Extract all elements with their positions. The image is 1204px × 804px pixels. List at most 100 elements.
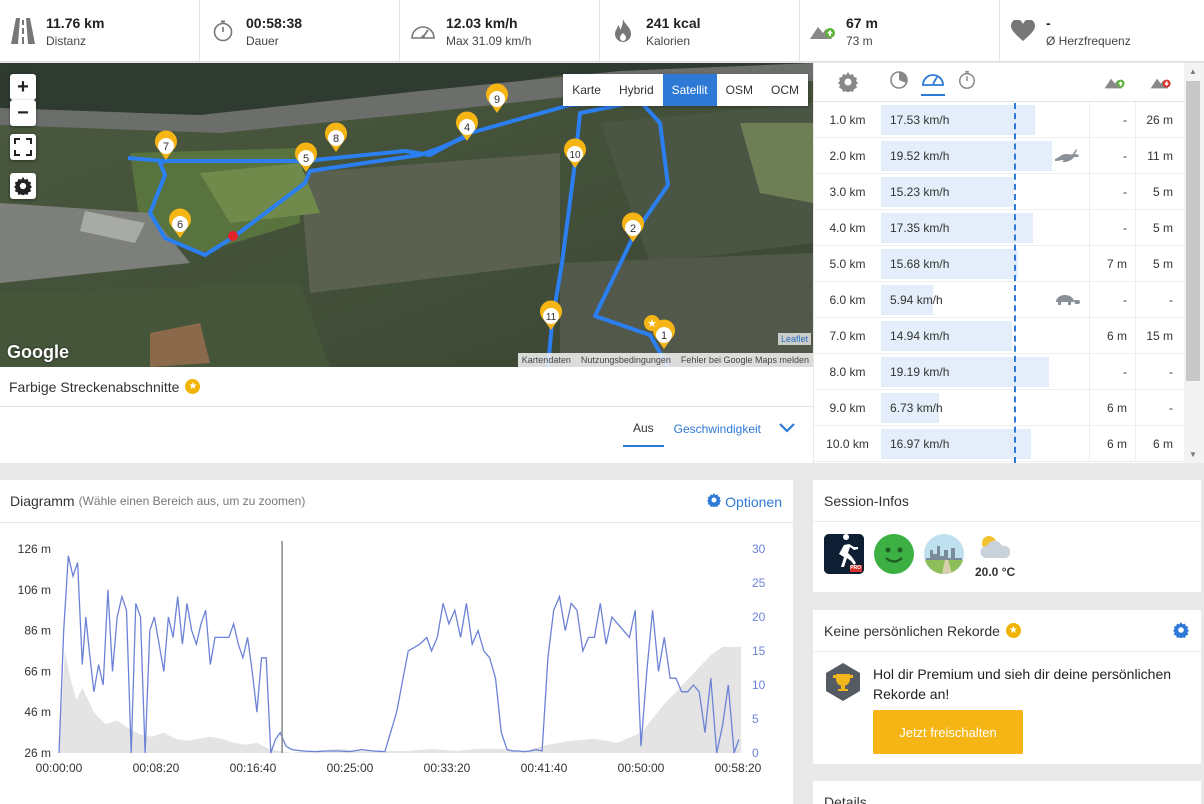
x-tick-label: 00:50:00 [618,761,665,775]
split-speed: 5.94 km/h [890,292,943,307]
colored-segments-panel: Farbige Streckenabschnitte ★ Aus Geschwi… [0,367,813,463]
split-speed-cell: 6.73 km/h [881,390,1089,426]
split-km: 2.0 km [829,148,866,163]
diagram-options-button[interactable]: Optionen [707,493,782,510]
split-speed-bar [881,104,1035,135]
options-label: Optionen [725,494,782,510]
split-ascent: 6 m [1089,389,1135,426]
split-ascent: 6 m [1089,425,1135,462]
records-settings-gear-icon[interactable] [1173,622,1189,643]
split-row: 8.0 km 19.19 km/h - - [814,353,1184,390]
split-row: 6.0 km 5.94 km/h - - [814,281,1184,318]
split-row: 2.0 km 19.52 km/h -11 m [814,137,1184,174]
attrib-kartendaten[interactable]: Kartendaten [521,355,571,365]
split-speed-bar [881,428,1031,459]
split-speed: 19.19 km/h [890,364,950,379]
split-km: 6.0 km [829,292,866,307]
split-descent: 11 m [1135,137,1183,174]
speed-line-series [58,555,740,754]
splits-settings-gear-icon[interactable] [814,72,881,92]
segments-title-text: Farbige Streckenabschnitte [9,378,180,395]
road-icon [8,16,38,46]
split-speed-bar [881,140,1052,171]
hare-fastest-icon [1053,147,1081,166]
zoom-in-button[interactable]: + [10,74,36,100]
map-attribution: Kartendaten Nutzungsbedingungen Fehler b… [517,353,813,367]
map-tab-hybrid[interactable]: Hybrid [618,83,654,97]
scroll-up-icon[interactable]: ▲ [1189,67,1197,76]
svg-text:11: 11 [546,312,557,323]
route-map[interactable]: 1 2 4 5 6 7 8 9 10 11 ★ + − Karte Hybrid… [0,63,813,367]
personal-records-card: Keine persönlichen Rekorde ★ Hol dir Pre… [813,610,1201,764]
attrib-fehler-melden[interactable]: Fehler bei Google Maps melden [680,355,809,365]
map-tab-karte[interactable]: Karte [572,83,601,97]
split-descent: - [1135,353,1183,390]
ascent-column-icon[interactable] [1089,74,1135,90]
svg-text:9: 9 [494,94,500,106]
options-gear-icon [707,493,725,510]
scrollbar-thumb[interactable] [1186,81,1200,381]
stat-calories: 241 kcal Kalorien [600,0,800,62]
runtastic-pro-app-icon: PRO [824,534,864,574]
duration-label: Dauer [246,33,279,48]
split-ascent: - [1089,209,1135,246]
map-settings-gear-icon[interactable] [10,173,36,199]
leaflet-link[interactable]: Leaflet [777,333,811,345]
split-km: 8.0 km [829,364,866,379]
scroll-down-icon[interactable]: ▼ [1189,450,1197,459]
segments-title: Farbige Streckenabschnitte ★ [0,367,813,407]
split-ascent: 6 m [1089,317,1135,354]
split-stopwatch-icon[interactable] [957,70,977,95]
split-ascent: - [1089,137,1135,174]
y-right-tick-label: 20 [752,610,766,624]
speed-gauge-icon[interactable] [921,69,945,96]
split-speed-cell: 17.35 km/h [881,210,1089,246]
fullscreen-icon[interactable] [10,134,36,160]
heartrate-label: Ø Herzfrequenz [1046,33,1131,48]
y-left-tick-label: 86 m [24,624,51,638]
splits-scrollbar[interactable]: ▲ ▼ [1184,63,1204,463]
pace-clock-icon[interactable] [889,70,909,95]
records-promo-text: Hol dir Premium und sieh dir deine persö… [873,666,1172,702]
attrib-nutzungsbedingungen[interactable]: Nutzungsbedingungen [580,355,671,365]
trophy-icon [824,662,862,707]
map-tab-osm[interactable]: OSM [725,83,753,97]
split-ascent: - [1089,101,1135,138]
marker-6: 6 [169,208,191,238]
split-descent: 5 m [1135,245,1183,282]
elevation-up-icon [808,16,838,46]
elevation-label: 73 m [846,33,873,48]
calories-label: Kalorien [646,33,691,48]
map-tab-satellit[interactable]: Satellit [662,74,717,106]
turtle-slowest-icon [1053,291,1081,310]
split-speed-bar [881,284,933,315]
y-left-tick-label: 106 m [18,583,51,597]
marker-7: 7 [155,130,177,160]
svg-text:10: 10 [569,150,581,161]
diagram-hint: (Wähle einen Bereich aus, um zu zoomen) [78,494,306,508]
split-row: 4.0 km 17.35 km/h -5 m [814,209,1184,246]
segments-tab-speed[interactable]: Geschwindigkeit [673,422,761,436]
descent-column-icon[interactable] [1135,74,1183,90]
stat-heartrate: - Ø Herzfrequenz [1000,0,1200,62]
split-speed-cell: 19.52 km/h [881,138,1089,174]
chevron-down-icon[interactable] [779,422,795,436]
x-tick-label: 00:33:20 [424,761,471,775]
split-speed: 14.94 km/h [890,328,950,343]
zoom-out-button[interactable]: − [10,100,36,126]
marker-9: 9 [486,83,508,113]
split-km: 1.0 km [829,112,866,127]
splits-header [814,63,1184,102]
map-tab-ocm[interactable]: OCM [771,83,799,97]
records-title-text: Keine persönlichen Rekorde [824,622,1000,639]
svg-text:5: 5 [303,153,309,165]
unlock-premium-button[interactable]: Jetzt freischalten [873,710,1023,754]
average-speed-line [1014,103,1016,463]
segments-tab-off[interactable]: Aus [622,421,664,447]
session-info-card: Session-Infos PRO 20.0 °C [813,480,1201,592]
y-right-tick-label: 0 [752,746,759,760]
svg-text:8: 8 [333,133,339,145]
details-card: Details [813,781,1201,804]
